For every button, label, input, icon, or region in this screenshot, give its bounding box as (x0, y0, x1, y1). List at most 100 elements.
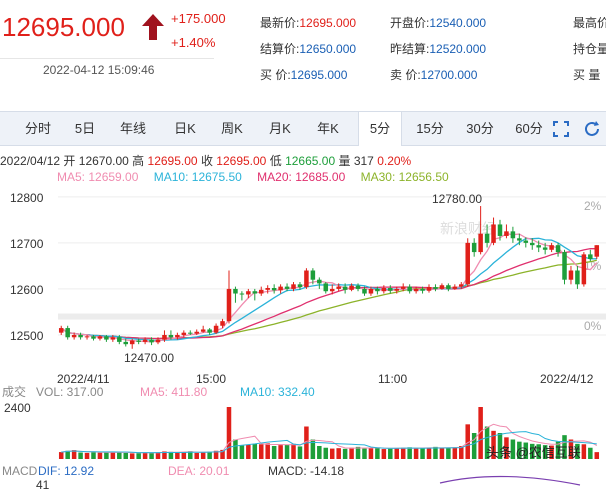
candle-body[interactable] (568, 270, 574, 280)
candle-body[interactable] (504, 231, 509, 236)
candle-body[interactable] (529, 242, 535, 246)
candle-body[interactable] (536, 245, 541, 248)
candle-body[interactable] (542, 247, 548, 250)
candle-body[interactable] (258, 289, 264, 294)
candle-body[interactable] (581, 254, 587, 285)
candle-body[interactable] (368, 288, 374, 294)
candle-body[interactable] (78, 334, 83, 338)
candle-body[interactable] (155, 339, 161, 343)
candle-body[interactable] (200, 329, 206, 332)
candle-body[interactable] (465, 242, 470, 285)
candle-body[interactable] (142, 339, 148, 342)
tab-5日[interactable]: 5日 (74, 121, 96, 136)
candle-body[interactable] (400, 286, 406, 289)
volume-bar (452, 447, 458, 459)
tab-60分[interactable]: 60分 (515, 121, 543, 136)
candle-body[interactable] (207, 329, 212, 333)
candle-body[interactable] (291, 284, 296, 289)
candle-body[interactable] (594, 245, 600, 257)
tab-月K[interactable]: 月K (269, 121, 291, 136)
candle-body[interactable] (310, 270, 316, 280)
tab-15分[interactable]: 15分 (416, 121, 444, 136)
candle-body[interactable] (129, 340, 135, 345)
candle-body[interactable] (123, 341, 129, 345)
candle-body[interactable] (233, 288, 238, 294)
candle-body[interactable] (168, 334, 174, 338)
candle-body[interactable] (407, 286, 412, 292)
refresh-icon[interactable] (583, 120, 601, 138)
candle-body[interactable] (510, 231, 516, 239)
candle-body[interactable] (97, 336, 103, 339)
candle-body[interactable] (181, 332, 187, 335)
candle-body[interactable] (484, 233, 490, 243)
candle-body[interactable] (91, 336, 96, 339)
candle-body[interactable] (104, 336, 109, 340)
candle-body[interactable] (297, 284, 303, 288)
candle-body[interactable] (446, 285, 451, 289)
candle-body[interactable] (336, 286, 341, 289)
candle-body[interactable] (149, 339, 154, 343)
candle-body[interactable] (188, 332, 193, 334)
tab-30分[interactable]: 30分 (466, 121, 494, 136)
tab-5分[interactable]: 5分 (358, 112, 402, 146)
candle-body[interactable] (588, 254, 593, 259)
candle-body[interactable] (329, 288, 335, 292)
candle-body[interactable] (362, 288, 367, 294)
candle-body[interactable] (575, 270, 580, 285)
candle-body[interactable] (317, 279, 322, 284)
candle-body[interactable] (562, 252, 567, 280)
candle-body[interactable] (459, 284, 464, 287)
candle-body[interactable] (497, 224, 503, 236)
tab-年线[interactable]: 年线 (119, 121, 146, 136)
candle-body[interactable] (226, 288, 232, 322)
candle-body[interactable] (110, 337, 116, 340)
fullscreen-icon[interactable] (552, 120, 570, 138)
candle-body[interactable] (349, 285, 354, 290)
candle-body[interactable] (355, 285, 361, 289)
candle-body[interactable] (439, 285, 445, 289)
candle-body[interactable] (517, 238, 522, 241)
candle-body[interactable] (323, 283, 329, 292)
candle-body[interactable] (220, 321, 225, 326)
candle-body[interactable] (491, 224, 496, 243)
candle-body[interactable] (239, 293, 245, 295)
candle-body[interactable] (117, 337, 122, 342)
candle-body[interactable] (555, 245, 561, 253)
candle-body[interactable] (426, 287, 432, 291)
candle-body[interactable] (194, 331, 199, 334)
tab-日K[interactable]: 日K (174, 121, 196, 136)
candle-body[interactable] (433, 287, 438, 289)
candle-body[interactable] (413, 288, 419, 292)
candle-body[interactable] (394, 288, 400, 291)
candle-body[interactable] (252, 291, 258, 294)
candle-body[interactable] (162, 334, 167, 340)
candle-body[interactable] (84, 336, 90, 338)
candle-body[interactable] (471, 242, 477, 253)
tab-分时[interactable]: 分时 (24, 121, 51, 136)
candle-body[interactable] (58, 328, 64, 333)
candle-body[interactable] (175, 334, 180, 338)
candle-body[interactable] (478, 233, 483, 253)
candle-body[interactable] (213, 325, 219, 333)
candle-body[interactable] (246, 291, 251, 295)
candle-body[interactable] (71, 334, 77, 338)
candle-body[interactable] (342, 286, 348, 290)
tab-年K[interactable]: 年K (317, 121, 339, 136)
candle-body[interactable] (65, 328, 70, 338)
candle-body[interactable] (381, 288, 387, 292)
candle-body[interactable] (523, 240, 529, 243)
candle-body[interactable] (375, 288, 380, 292)
candle-body[interactable] (420, 288, 425, 291)
candle-body[interactable] (452, 286, 458, 289)
candle-body[interactable] (265, 288, 270, 290)
candle-body[interactable] (278, 286, 283, 291)
candle-body[interactable] (136, 340, 141, 342)
candle-body[interactable] (549, 245, 554, 250)
candle-body[interactable] (304, 270, 309, 288)
candle-body[interactable] (388, 288, 393, 291)
candle-body[interactable] (271, 288, 277, 291)
volume-bar (265, 443, 270, 459)
candle-body[interactable] (284, 286, 290, 289)
tab-周K[interactable]: 周K (221, 121, 243, 136)
kline-chart[interactable]: 128001270012600125002%1%0%新浪财经12780.0012… (0, 183, 606, 489)
